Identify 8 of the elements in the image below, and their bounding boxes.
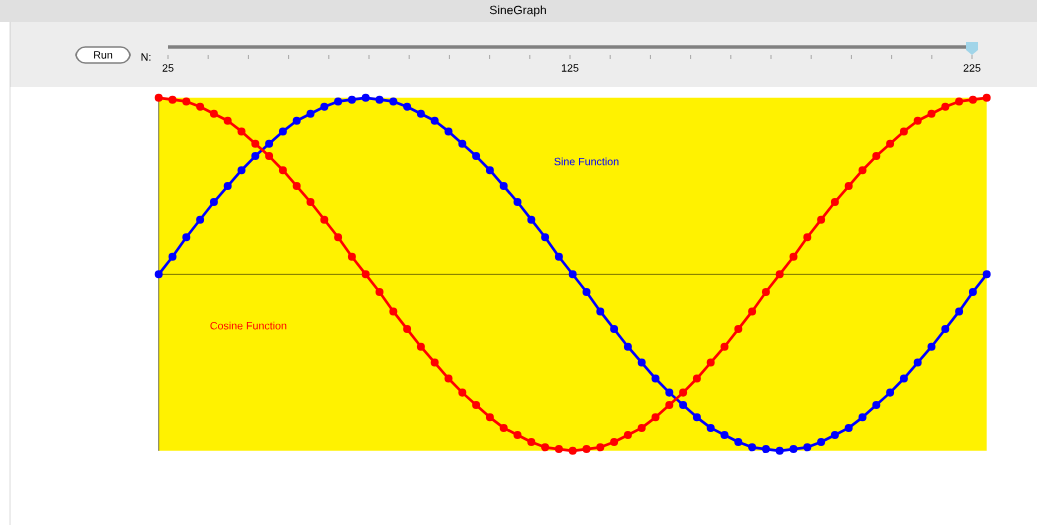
text: N: — [141, 53, 151, 61]
text: 25 — [162, 64, 174, 72]
text: 125 — [561, 64, 579, 72]
text: Cosine Function — [210, 321, 287, 330]
text: 225 — [963, 64, 981, 72]
text: Run — [94, 51, 113, 59]
chart-title: SineGraph — [489, 5, 546, 17]
text: Sine Function — [554, 157, 619, 166]
